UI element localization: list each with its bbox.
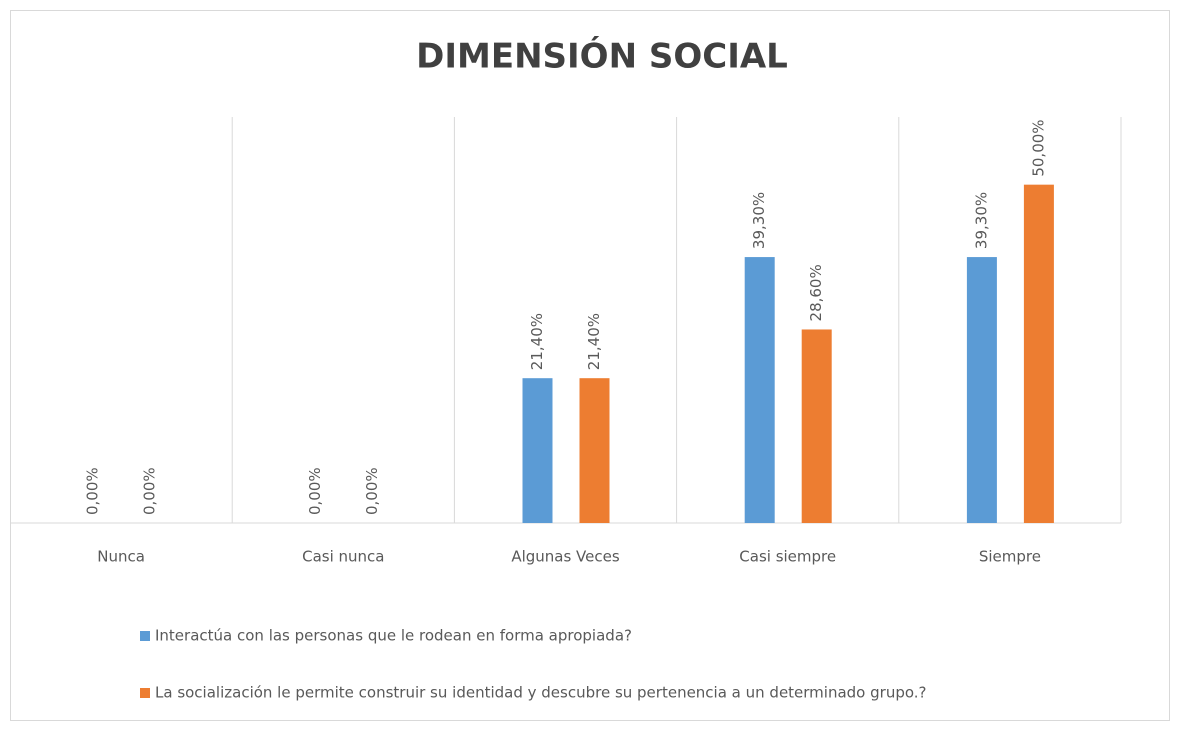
data-label: 39,30% (972, 192, 990, 249)
data-label: 21,40% (528, 313, 546, 370)
bar (579, 378, 610, 523)
legend-swatch (140, 631, 150, 641)
x-tick-label: Nunca (97, 548, 145, 566)
data-label: 0,00% (84, 467, 102, 515)
data-label: 39,30% (750, 192, 768, 249)
bar (966, 257, 997, 523)
legend-label: La socialización le permite construir su… (155, 684, 927, 702)
bar (522, 378, 553, 523)
chart-title: DIMENSIÓN SOCIAL (416, 36, 788, 77)
data-label: 50,00% (1029, 119, 1047, 176)
data-label: 0,00% (306, 467, 324, 515)
data-label: 0,00% (363, 467, 381, 515)
data-label: 21,40% (585, 313, 603, 370)
legend-swatch (140, 688, 150, 698)
legend-label: Interactúa con las personas que le rodea… (155, 627, 632, 645)
data-label: 0,00% (141, 467, 159, 515)
bar (1023, 184, 1054, 523)
x-tick-label: Siempre (979, 548, 1041, 566)
x-tick-label: Casi siempre (739, 548, 836, 566)
bar (801, 329, 832, 523)
bar (744, 257, 775, 523)
x-tick-label: Casi nunca (302, 548, 384, 566)
data-label: 28,60% (807, 264, 825, 321)
x-tick-label: Algunas Veces (511, 548, 620, 566)
